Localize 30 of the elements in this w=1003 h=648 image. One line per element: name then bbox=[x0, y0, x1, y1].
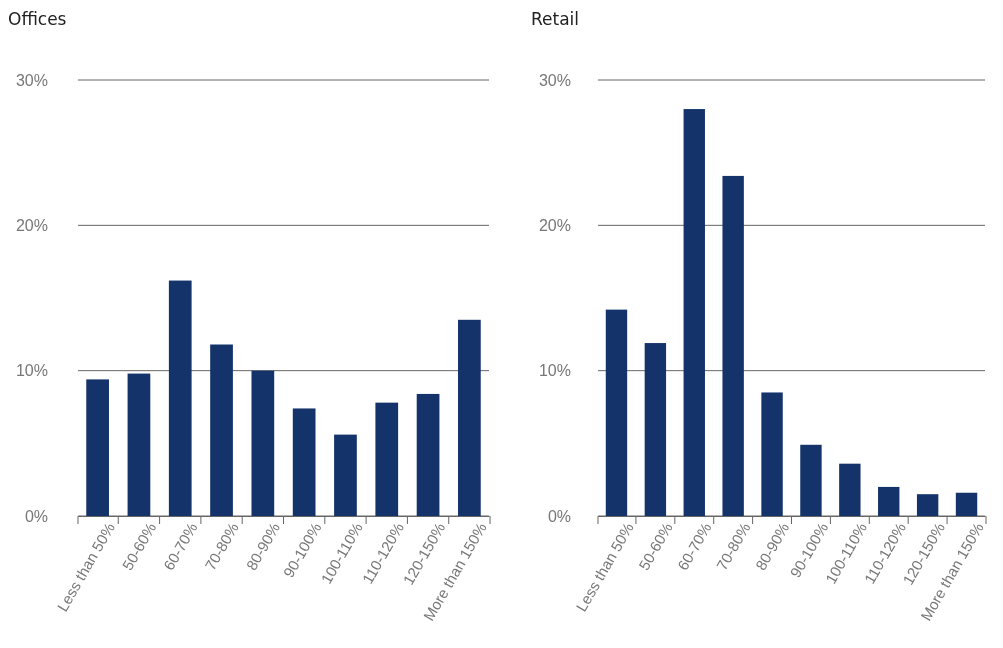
bar bbox=[800, 444, 822, 516]
bar bbox=[168, 280, 192, 516]
bar bbox=[955, 492, 978, 516]
bar bbox=[334, 434, 357, 516]
y-tick-label: 0% bbox=[24, 507, 48, 525]
y-tick-label: 20% bbox=[15, 216, 48, 234]
bar bbox=[86, 379, 109, 516]
y-tick-label: 10% bbox=[538, 362, 571, 380]
bar bbox=[210, 344, 233, 516]
chart-title: Offices bbox=[8, 9, 67, 29]
y-tick-label: 30% bbox=[15, 71, 48, 89]
bar bbox=[605, 309, 628, 516]
bar bbox=[251, 370, 275, 516]
bar bbox=[644, 343, 667, 516]
bar bbox=[839, 463, 861, 516]
y-tick-label: 20% bbox=[538, 216, 571, 234]
bar bbox=[416, 393, 440, 516]
bar bbox=[683, 109, 705, 516]
bar bbox=[878, 486, 900, 516]
chart-title: Retail bbox=[531, 9, 580, 29]
y-tick-label: 30% bbox=[538, 71, 571, 89]
bar bbox=[375, 402, 399, 516]
bar bbox=[458, 319, 481, 516]
bar bbox=[761, 392, 783, 516]
bar bbox=[292, 408, 316, 516]
bar bbox=[127, 373, 151, 516]
bar bbox=[916, 494, 939, 516]
bar bbox=[722, 175, 744, 516]
y-tick-label: 10% bbox=[15, 362, 48, 380]
y-tick-label: 0% bbox=[547, 507, 571, 525]
